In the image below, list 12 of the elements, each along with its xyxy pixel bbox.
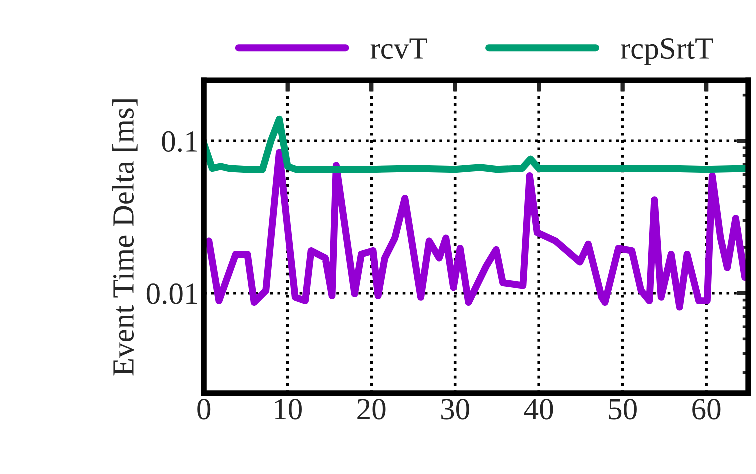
- x-tick-label: 50: [609, 399, 637, 420]
- x-tick-label: 30: [442, 399, 470, 420]
- x-tick-label: 40: [524, 399, 554, 420]
- legend-label: rcvT: [370, 38, 428, 60]
- legend-label: rcpSrtT: [621, 38, 714, 66]
- y-axis-title: Event Time Delta [ms]: [112, 100, 138, 376]
- y-tick-label: 0.1: [162, 131, 198, 152]
- x-tick-label: 20: [358, 399, 386, 420]
- x-tick-label: 0: [198, 399, 211, 420]
- x-tick-label: 60: [692, 399, 721, 420]
- y-tick-label: 0.01: [146, 284, 198, 304]
- x-tick-label: 10: [275, 399, 302, 420]
